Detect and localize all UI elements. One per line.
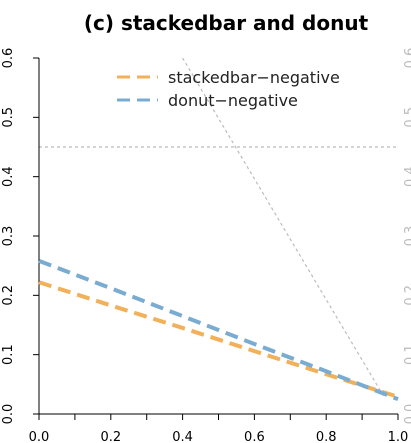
x-tick-label: 0.2 [100,430,121,443]
y-tick-label: 0.6 [1,48,16,69]
right-y-tick-label: 0.2 [403,285,411,306]
y-tick-label: 0.1 [1,344,16,365]
legend: stackedbar−negative donut−negative [117,68,340,110]
right-y-tick-label: 0.6 [403,48,411,69]
right-y-tick-label: 0.5 [403,107,411,128]
series-line-donut [38,259,399,402]
y-tick-label: 0.0 [1,404,16,425]
legend-label: stackedbar−negative [168,68,340,87]
axes: 0.0 0.1 0.2 0.3 0.4 0.5 0.6 0.0 0.2 0.4 0.6 0.8 1.0 0… [1,48,411,443]
y-tick-label: 0.2 [1,285,16,306]
x-tick-label: 0.8 [316,430,337,443]
series-line-stackedbar [38,280,399,399]
series-layer [38,259,399,402]
right-y-tick-label: 0.4 [403,166,411,187]
x-tick-label: 1.0 [388,430,409,443]
y-tick-label: 0.3 [1,226,16,247]
x-tick-label: 0.4 [172,430,193,443]
x-tick-label: 0.0 [29,430,50,443]
y-tick-label: 0.4 [1,166,16,187]
right-y-tick-label: 0.3 [403,226,411,247]
right-y-tick-label: 0.0 [403,404,411,425]
legend-label: donut−negative [168,91,298,110]
right-y-tick-label: 0.1 [403,344,411,365]
chart-title: (c) stackedbar and donut [84,11,369,35]
x-tick-label: 0.6 [244,430,265,443]
y-tick-label: 0.5 [1,107,16,128]
